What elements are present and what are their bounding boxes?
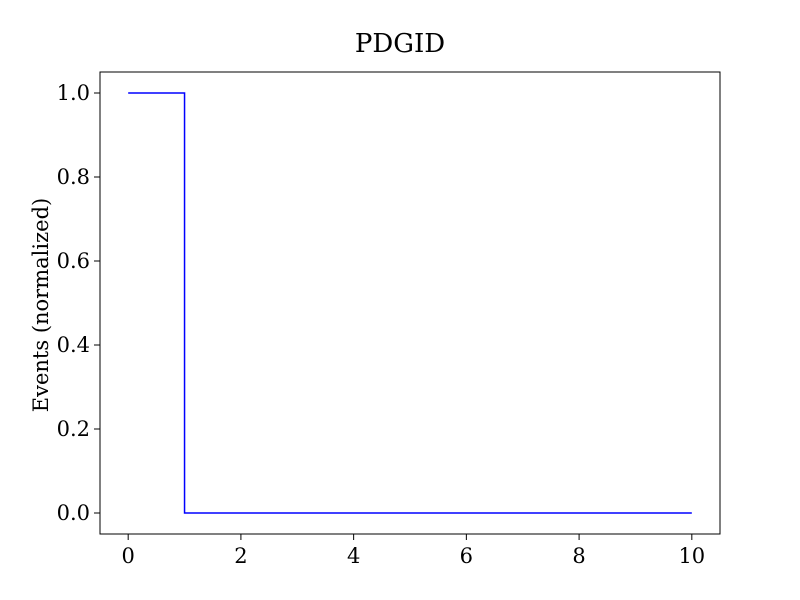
chart-title: PDGID [355,29,445,59]
x-tick-label: 6 [460,544,473,568]
plot-area [128,92,692,514]
y-tick-label: 0.0 [57,501,90,525]
x-tick-label: 0 [121,544,134,568]
y-axis: 0.0 0.2 0.4 0.6 0.8 1.0 [57,81,100,525]
y-axis-label: Events (normalized) [29,198,53,412]
y-tick-label: 0.6 [57,249,90,273]
y-tick-label: 0.2 [57,417,90,441]
x-tick-label: 10 [678,544,705,568]
plot-frame [99,71,721,535]
x-axis: 0 2 4 6 8 10 [121,534,705,568]
y-tick-label: 1.0 [57,81,90,105]
x-tick-label: 4 [347,544,360,568]
series-line [128,92,692,514]
x-tick-label: 2 [234,544,247,568]
y-tick-label: 0.8 [57,165,90,189]
x-tick-label: 8 [572,544,585,568]
y-tick-label: 0.4 [57,333,90,357]
